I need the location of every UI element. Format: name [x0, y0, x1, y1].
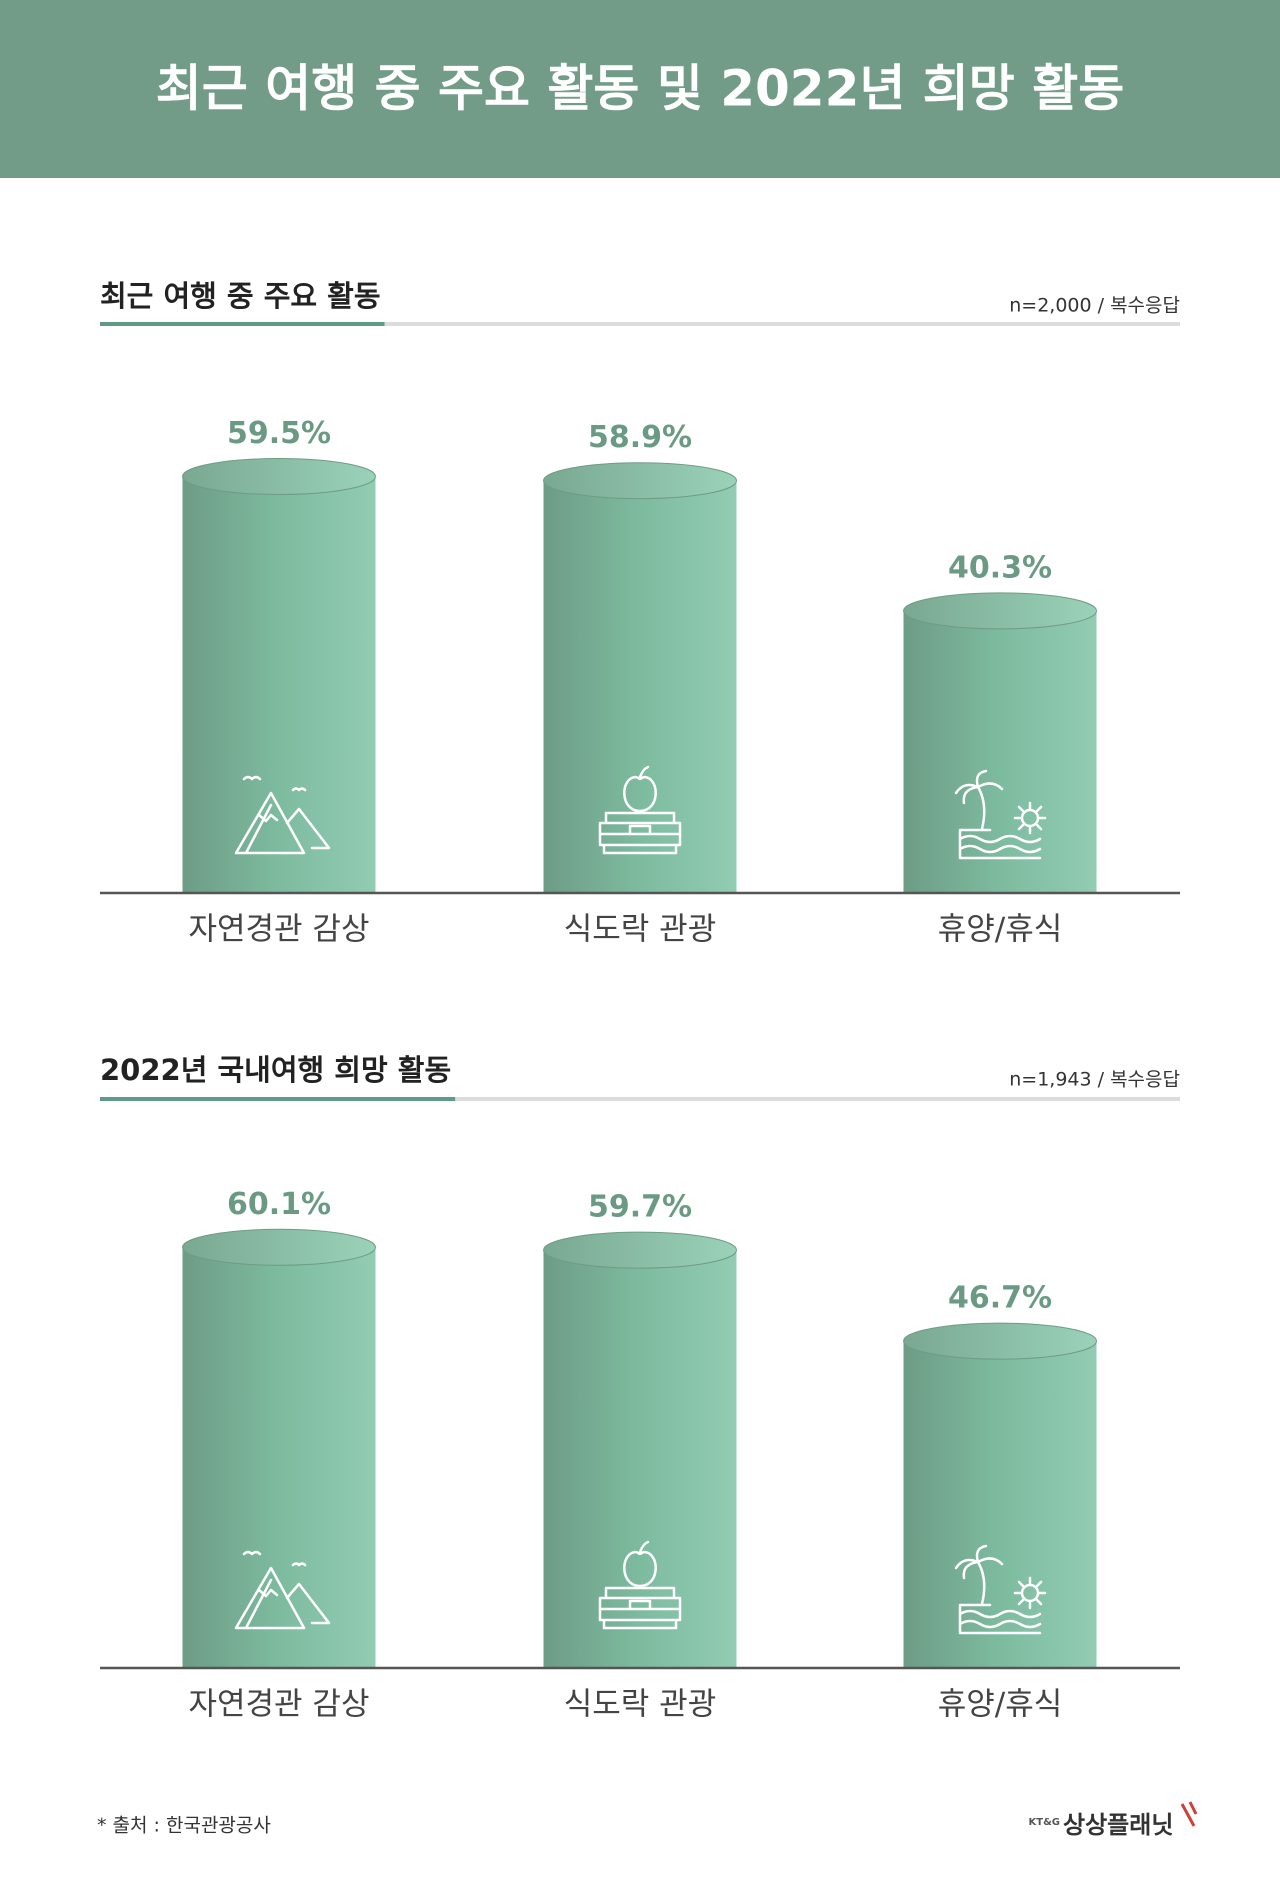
category-label: 자연경관 감상	[189, 912, 370, 948]
bar	[543, 1250, 737, 1668]
value-label: 46.7%	[948, 1281, 1052, 1316]
value-label: 58.9%	[588, 420, 692, 455]
category-label: 휴양/휴식	[938, 912, 1063, 948]
bar	[543, 480, 737, 893]
bar-cap	[182, 458, 376, 495]
bar-cap	[903, 592, 1097, 630]
activity-icon	[598, 1540, 682, 1630]
logo: 상상플래닛	[1063, 1811, 1173, 1839]
value-label: 59.5%	[227, 416, 331, 451]
activity-icon	[234, 775, 331, 855]
sample-note: n=1,943 / 복수응답	[1009, 1069, 1180, 1091]
activity-icon	[954, 769, 1047, 860]
logo-mark	[1180, 1801, 1198, 1827]
bar-cap	[182, 1228, 376, 1266]
value-label: 59.7%	[588, 1190, 692, 1225]
category-label: 휴양/휴식	[938, 1687, 1063, 1723]
bar	[903, 610, 1097, 893]
header-band	[0, 0, 1280, 178]
sample-note: n=2,000 / 복수응답	[1009, 295, 1180, 317]
logo-brand: KT&G	[1029, 1817, 1061, 1828]
section-title: 최근 여행 중 주요 활동	[100, 279, 381, 313]
category-label: 식도락 관광	[564, 912, 716, 948]
activity-icon	[234, 1550, 331, 1630]
page-title: 최근 여행 중 주요 활동 및 2022년 희망 활동	[156, 60, 1124, 118]
value-label: 40.3%	[948, 550, 1052, 585]
bar-cap	[543, 1231, 737, 1269]
section-title: 2022년 국내여행 희망 활동	[100, 1053, 451, 1087]
bar	[182, 476, 376, 893]
category-label: 식도락 관광	[564, 1687, 716, 1723]
source: * 출처 : 한국관광공사	[97, 1815, 271, 1837]
activity-icon	[598, 765, 682, 855]
category-label: 자연경관 감상	[189, 1687, 370, 1723]
bar-cap	[543, 462, 737, 500]
bar	[182, 1247, 376, 1668]
bar	[903, 1341, 1097, 1668]
bar-cap	[903, 1322, 1097, 1360]
activity-icon	[954, 1544, 1047, 1635]
value-label: 60.1%	[227, 1187, 331, 1222]
